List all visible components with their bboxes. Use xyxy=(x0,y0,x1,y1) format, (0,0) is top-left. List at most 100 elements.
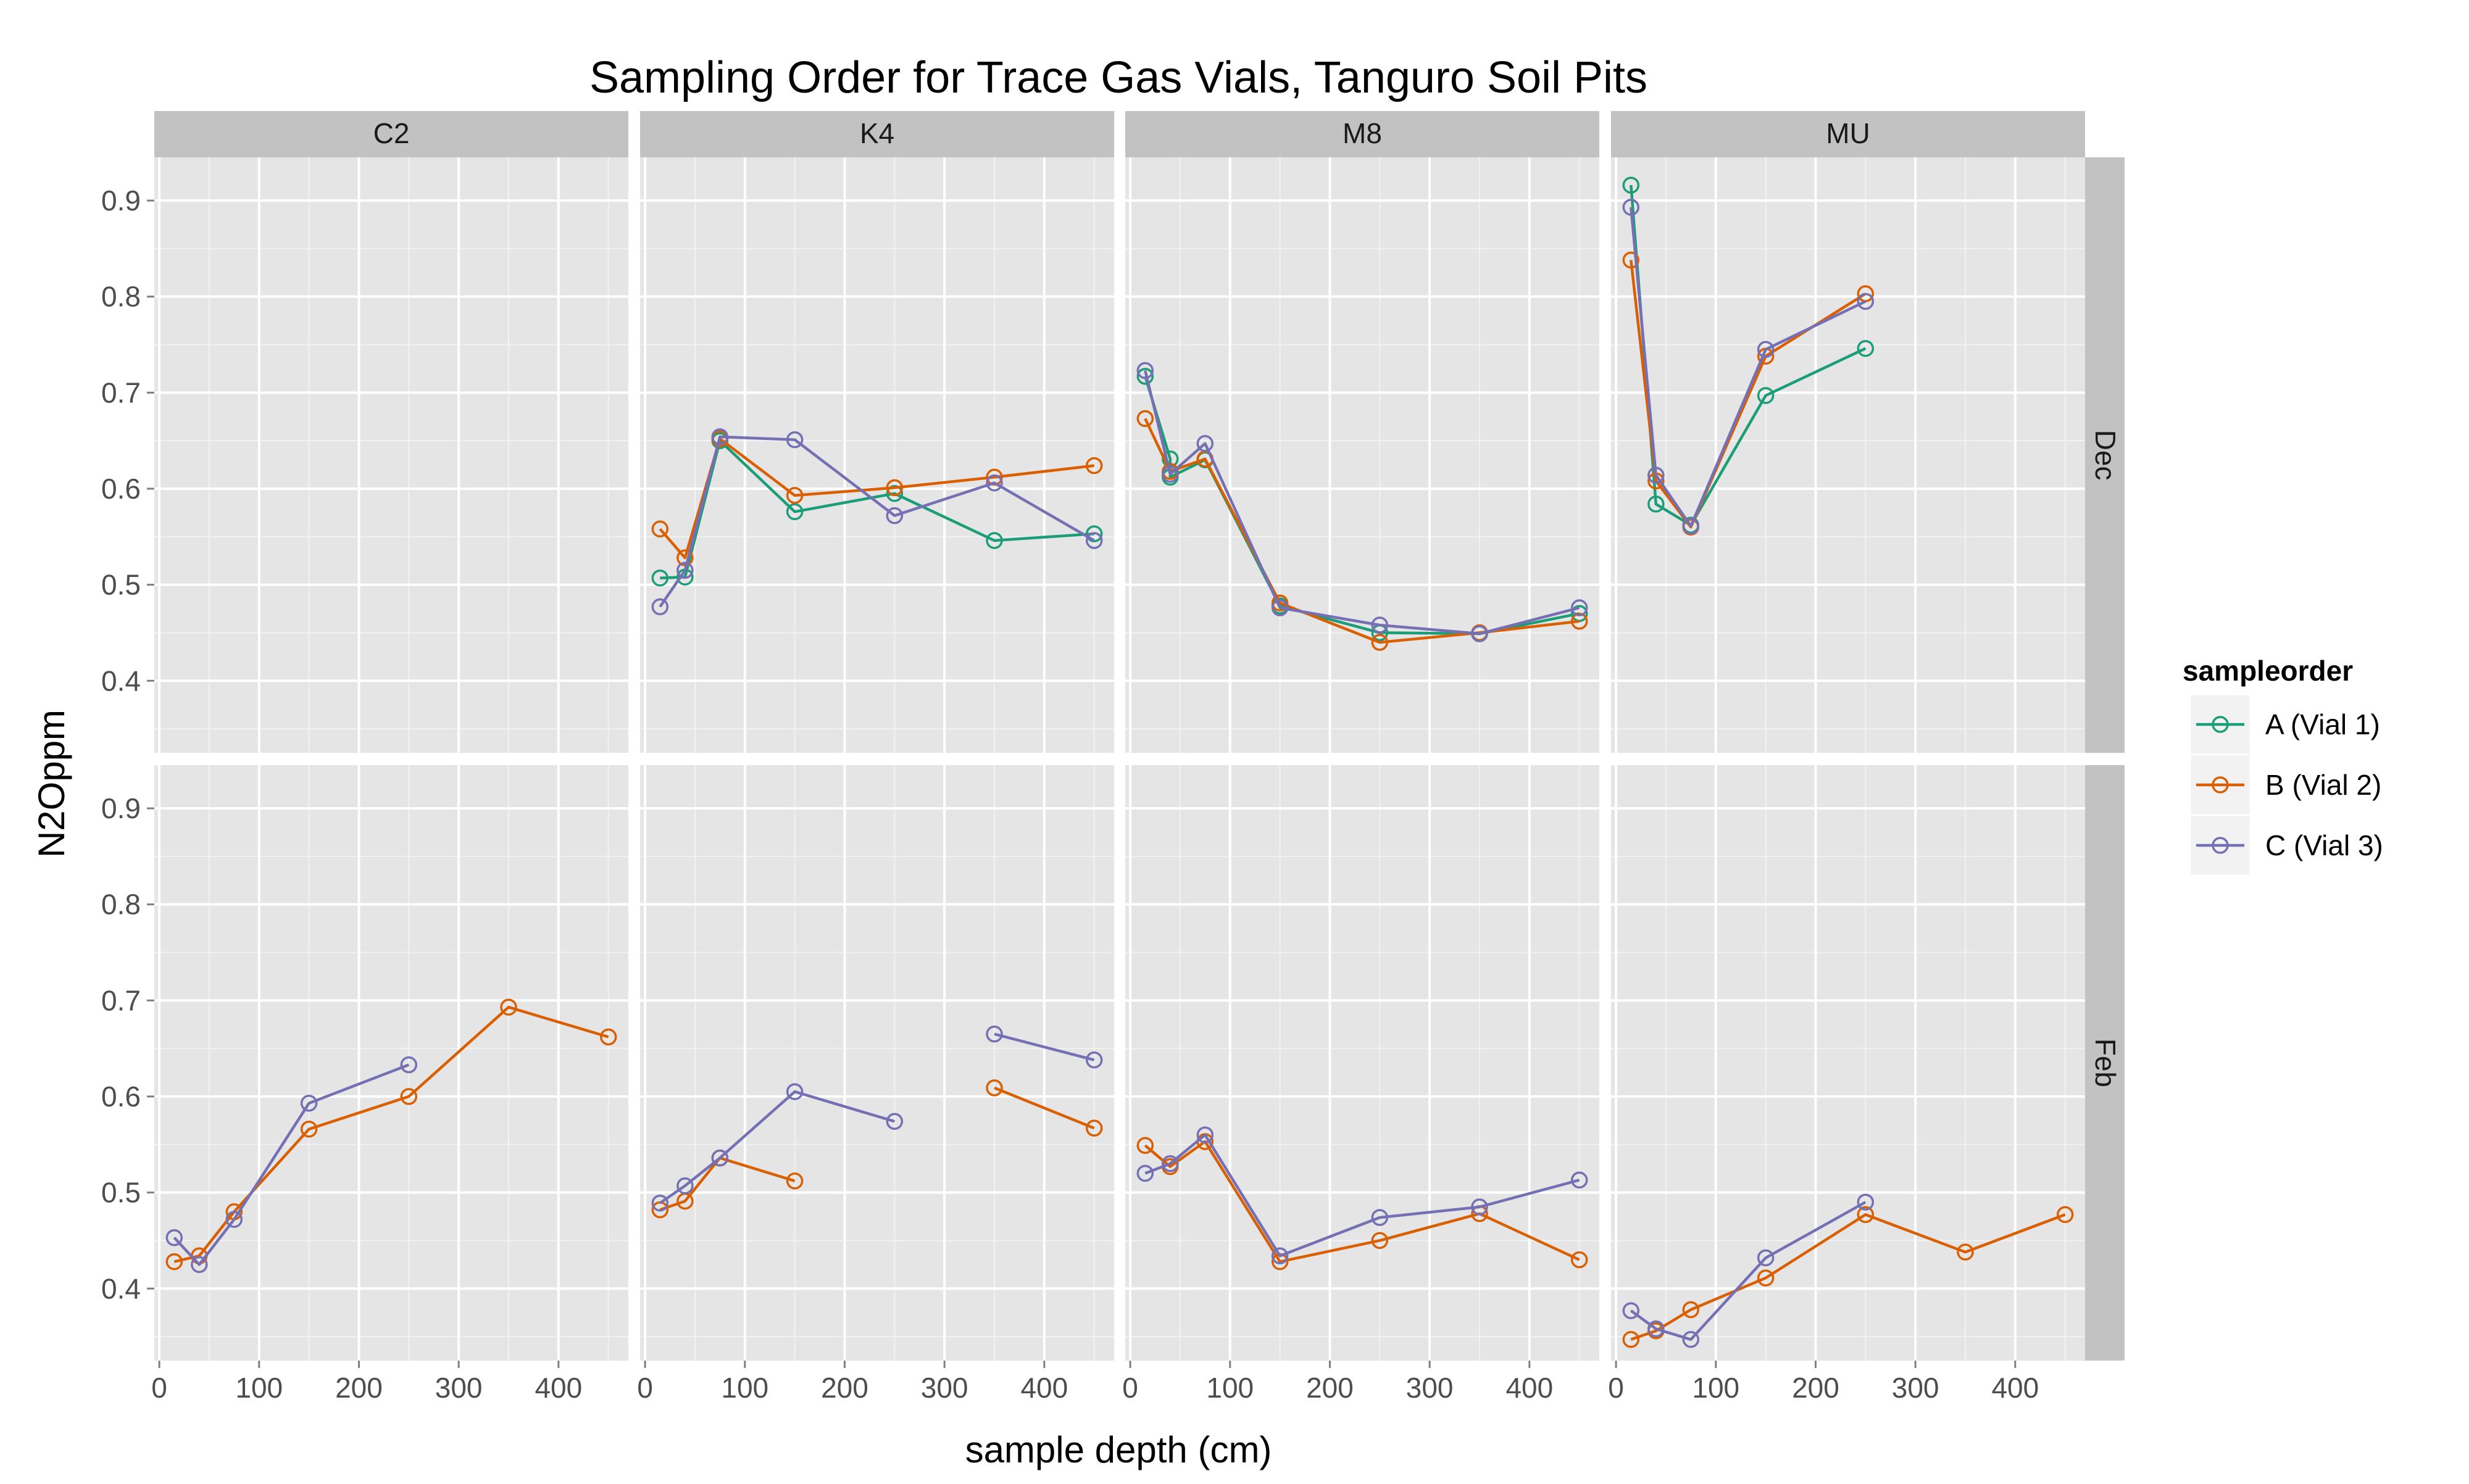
legend-title: sampleorder xyxy=(2183,655,2353,687)
data-point xyxy=(1570,599,1588,616)
x-tick-label: 400 xyxy=(1505,1372,1553,1404)
series-line xyxy=(1144,1133,1580,1258)
x-tick-label: 100 xyxy=(1692,1372,1739,1404)
data-point xyxy=(1136,1164,1154,1182)
column-strip-label: C2 xyxy=(373,117,410,149)
data-point xyxy=(1682,1331,1700,1348)
legend-key-point xyxy=(2212,837,2229,854)
y-tick-label: 0.9 xyxy=(101,184,141,217)
legend-entry-label: B (Vial 2) xyxy=(2265,769,2381,801)
column-strip xyxy=(640,111,1114,157)
data-point xyxy=(225,1211,243,1228)
data-point xyxy=(1622,1302,1640,1319)
data-point xyxy=(1757,1269,1775,1287)
y-tick-label: 0.5 xyxy=(101,1177,141,1209)
data-point xyxy=(1757,1249,1775,1267)
data-point xyxy=(886,485,904,502)
data-point xyxy=(886,1113,904,1130)
panel-background xyxy=(1611,157,2085,753)
x-tick-label: 300 xyxy=(435,1372,483,1404)
x-tick-label: 0 xyxy=(637,1372,653,1404)
data-point xyxy=(165,1229,183,1246)
data-point xyxy=(986,532,1003,549)
data-point xyxy=(786,1083,804,1100)
x-tick-label: 300 xyxy=(921,1372,968,1404)
data-point xyxy=(1757,341,1775,359)
series-line xyxy=(659,435,1095,608)
x-tick-label: 0 xyxy=(1122,1372,1138,1404)
data-point xyxy=(1196,435,1214,452)
data-point xyxy=(1371,634,1389,651)
series-line xyxy=(173,1063,410,1266)
data-point xyxy=(1085,532,1103,549)
data-point xyxy=(1371,1209,1389,1226)
data-point xyxy=(886,479,904,497)
data-point xyxy=(1371,616,1389,634)
y-tick-label: 0.6 xyxy=(101,1080,141,1113)
series-line xyxy=(659,1090,895,1204)
data-point xyxy=(1857,1193,1875,1211)
series-line xyxy=(659,1156,796,1211)
data-point xyxy=(1162,1155,1179,1172)
x-tick-label: 100 xyxy=(721,1372,768,1404)
data-point xyxy=(711,1149,729,1167)
y-tick-label: 0.5 xyxy=(101,569,141,601)
y-tick-label: 0.7 xyxy=(101,376,141,408)
panels-layer: C2 K4 M8 MU Dec Feb 0.4 0.5 0.6 0.7 0.8 0.9 0.4 0.5 0.… xyxy=(101,111,2125,1404)
data-point xyxy=(1622,199,1640,216)
series-line xyxy=(1630,1213,2066,1341)
panel-background xyxy=(1125,157,1599,753)
x-tick-label: 300 xyxy=(1406,1372,1454,1404)
data-point xyxy=(1085,1119,1103,1137)
x-tick-label: 200 xyxy=(1792,1372,1839,1404)
series-line xyxy=(994,1032,1095,1061)
data-point xyxy=(986,468,1003,486)
series-line xyxy=(1144,370,1580,636)
x-tick-label: 200 xyxy=(821,1372,868,1404)
data-point xyxy=(1085,1051,1103,1069)
legend: sampleorder A (Vial 1) B (Vial 2) C (Vial … xyxy=(2183,655,2383,877)
series-line xyxy=(173,1005,609,1263)
data-point xyxy=(986,1079,1003,1096)
y-tick-label: 0.8 xyxy=(101,889,141,921)
data-point xyxy=(1136,410,1154,428)
data-point xyxy=(651,569,669,587)
x-tick-label: 100 xyxy=(235,1372,283,1404)
data-point xyxy=(300,1095,318,1112)
legend-key-point xyxy=(2212,716,2229,733)
x-tick-label: 200 xyxy=(1306,1372,1354,1404)
panel-background xyxy=(640,157,1114,753)
x-tick-label: 400 xyxy=(535,1372,582,1404)
data-point xyxy=(651,1194,669,1212)
column-strip xyxy=(1125,111,1599,157)
data-point xyxy=(1647,495,1665,513)
data-point xyxy=(786,503,804,521)
column-strip-label: MU xyxy=(1826,117,1870,149)
data-point xyxy=(500,998,517,1016)
legend-key-point xyxy=(2212,776,2229,794)
y-tick-label: 0.4 xyxy=(101,1272,141,1304)
panel-background xyxy=(640,765,1114,1361)
y-tick-label: 0.6 xyxy=(101,473,141,505)
x-tick-label: 0 xyxy=(151,1372,167,1404)
y-axis-label: N2Oppm xyxy=(31,710,72,858)
data-point xyxy=(1857,292,1875,310)
data-point xyxy=(677,1177,694,1195)
y-tick-label: 0.8 xyxy=(101,281,141,313)
data-point xyxy=(1857,285,1875,302)
data-point xyxy=(1570,605,1588,623)
data-point xyxy=(1622,176,1640,194)
data-point xyxy=(1622,1331,1640,1348)
data-point xyxy=(986,1026,1003,1043)
data-point xyxy=(599,1028,617,1046)
x-tick-label: 0 xyxy=(1608,1372,1624,1404)
data-point xyxy=(1857,339,1875,357)
data-point xyxy=(677,562,694,579)
row-strip-label: Dec xyxy=(2089,430,2121,481)
panel-background xyxy=(1611,765,2085,1361)
data-point xyxy=(1471,1198,1488,1216)
series-line xyxy=(1630,207,1867,528)
data-point xyxy=(1136,1137,1154,1154)
data-point xyxy=(400,1056,418,1074)
